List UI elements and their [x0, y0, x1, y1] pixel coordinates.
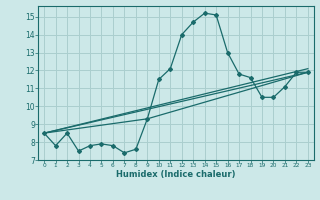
X-axis label: Humidex (Indice chaleur): Humidex (Indice chaleur): [116, 170, 236, 179]
